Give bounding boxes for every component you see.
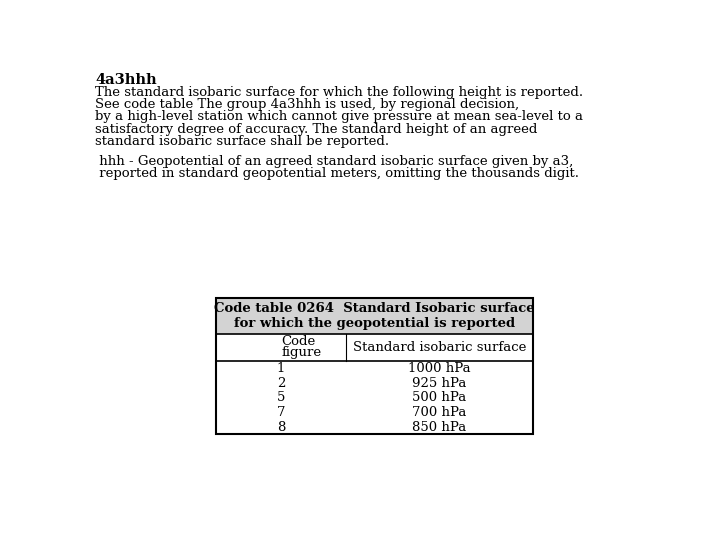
Text: 4a3hhh: 4a3hhh	[96, 72, 157, 86]
Text: for which the geopotential is reported: for which the geopotential is reported	[234, 317, 516, 330]
Text: Code table 0264  Standard Isobaric surface: Code table 0264 Standard Isobaric surfac…	[215, 302, 535, 315]
Text: See code table The group 4a3hhh is used, by regional decision,: See code table The group 4a3hhh is used,…	[96, 98, 520, 111]
Text: 1000 hPa: 1000 hPa	[408, 362, 471, 375]
Text: 500 hPa: 500 hPa	[413, 392, 467, 404]
Text: by a high-level station which cannot give pressure at mean sea-level to a: by a high-level station which cannot giv…	[96, 110, 583, 123]
Bar	[216, 298, 534, 434]
Text: standard isobaric surface shall be reported.: standard isobaric surface shall be repor…	[96, 135, 390, 148]
Text: 925 hPa: 925 hPa	[413, 377, 467, 390]
Text: 5: 5	[277, 392, 285, 404]
Text: hhh - Geopotential of an agreed standard isobaric surface given by a3,: hhh - Geopotential of an agreed standard…	[96, 155, 574, 168]
Text: The standard isobaric surface for which the following height is reported.: The standard isobaric surface for which …	[96, 85, 583, 99]
Text: satisfactory degree of accuracy. The standard height of an agreed: satisfactory degree of accuracy. The sta…	[96, 123, 538, 136]
Text: reported in standard geopotential meters, omitting the thousands digit.: reported in standard geopotential meters…	[96, 167, 580, 180]
Text: 850 hPa: 850 hPa	[413, 421, 467, 434]
Text: 1: 1	[277, 362, 285, 375]
Text: Code: Code	[281, 335, 315, 348]
Text: 7: 7	[276, 406, 285, 419]
Text: Standard isobaric surface: Standard isobaric surface	[353, 341, 526, 354]
Text: 2: 2	[277, 377, 285, 390]
Text: 8: 8	[277, 421, 285, 434]
Bar	[216, 298, 534, 334]
Text: figure: figure	[281, 346, 321, 359]
Text: 700 hPa: 700 hPa	[413, 406, 467, 419]
